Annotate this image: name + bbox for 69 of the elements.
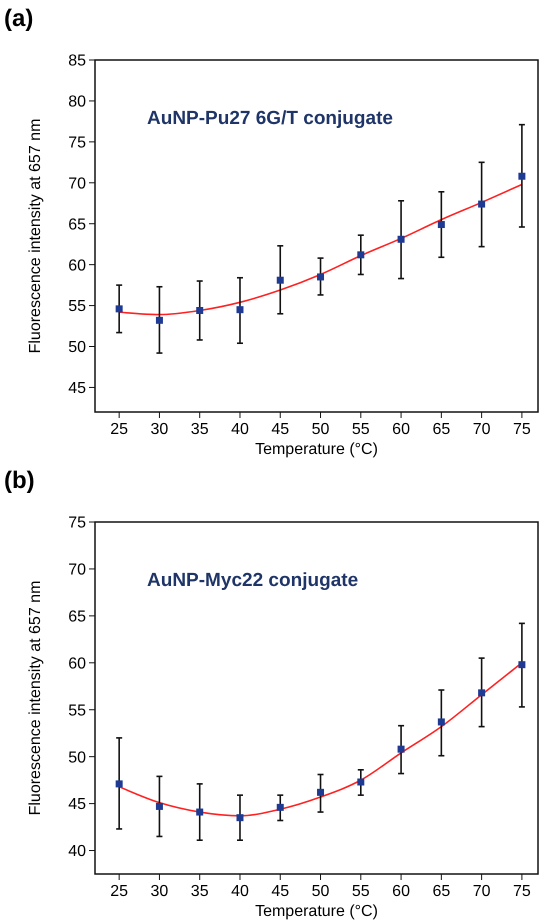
point [438,221,445,228]
point [438,718,445,726]
point [196,306,204,314]
y-axis-title: Fluorescence intensity at 657 nm [27,580,44,816]
x-tick-label: 55 [352,883,370,900]
point [236,306,244,314]
x-tick-label: 75 [512,883,531,900]
x-tick-label: 50 [312,421,330,438]
point [398,236,405,243]
point [398,746,405,753]
annotation: AuNP-Pu27 6G/T conjugate [147,108,393,129]
y-tick-label: 80 [68,94,86,111]
text: (a) [4,5,34,32]
x-tick-label: 45 [271,883,290,900]
x-tick-label: 40 [231,883,249,900]
point [357,251,364,258]
x-tick-label: 35 [190,421,209,438]
y-axis-title: Fluorescence intensity at 657 nm [27,118,44,354]
point [156,316,163,324]
y-tick-label: 45 [68,380,86,398]
x-tick-label: 30 [150,883,168,900]
point [196,808,204,816]
y-tick-label: 75 [68,514,86,532]
y-tick-label: 55 [68,298,86,316]
point [518,172,526,180]
point [478,200,486,208]
x-tick-label: 55 [352,421,370,438]
point [116,305,123,312]
x-tick-label: 75 [512,421,531,438]
y-tick-label: 60 [68,257,86,274]
point [116,780,123,788]
point [276,276,284,284]
x-tick-label: 40 [231,421,249,438]
x-tick-label: 35 [190,883,209,900]
x-tick-label: 70 [472,421,491,438]
x-tick-label: 60 [392,883,410,900]
point [317,273,324,280]
y-tick-label: 65 [68,608,86,626]
point [518,661,526,668]
x-tick-label: 30 [150,421,168,438]
y-tick-label: 50 [68,339,86,356]
y-tick-label: 75 [68,134,86,152]
point [236,814,244,822]
x-tick-label: 50 [312,883,330,900]
x-tick-label: 65 [432,421,450,438]
y-tick-label: 55 [68,702,86,720]
x-tick-label: 70 [472,883,491,900]
x-axis-title: Temperature (°C) [255,441,378,458]
x-tick-label: 65 [432,883,450,900]
y-tick-label: 70 [68,562,86,579]
y-tick-label: 65 [68,216,86,234]
y-tick-label: 70 [68,175,86,192]
x-tick-label: 25 [110,421,128,438]
y-tick-label: 40 [68,843,86,860]
y-tick-label: 45 [68,796,86,814]
x-tick-label: 45 [271,421,290,438]
x-tick-label: 60 [392,421,410,438]
point [317,788,324,796]
point [357,778,364,786]
y-tick-label: 50 [68,749,86,766]
point [276,804,284,811]
point [156,802,163,810]
x-axis-title: Temperature (°C) [255,903,378,920]
y-tick-label: 60 [68,655,86,672]
text: (b) [4,467,35,494]
point [478,689,486,696]
annotation: AuNP-Myc22 conjugate [147,570,358,591]
x-tick-label: 25 [110,883,128,900]
y-tick-label: 85 [68,52,86,70]
